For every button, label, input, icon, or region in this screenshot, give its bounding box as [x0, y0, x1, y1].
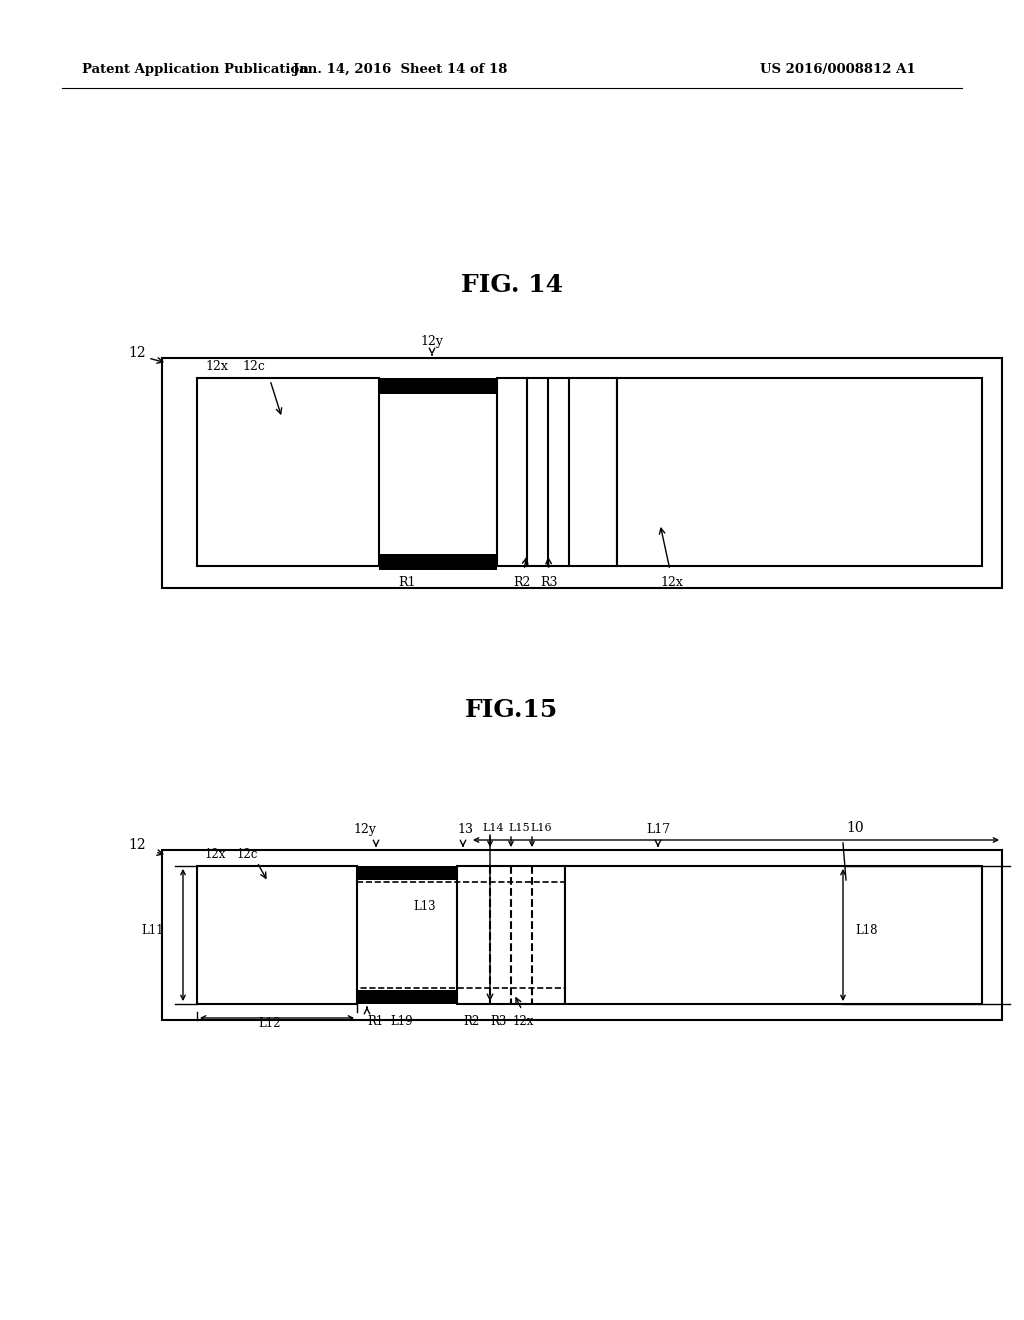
Text: 12c: 12c [242, 360, 265, 374]
Text: Jan. 14, 2016  Sheet 14 of 18: Jan. 14, 2016 Sheet 14 of 18 [293, 63, 507, 77]
Text: L16: L16 [530, 822, 552, 833]
Text: Patent Application Publication: Patent Application Publication [82, 63, 309, 77]
Text: 12: 12 [128, 838, 145, 851]
Text: L18: L18 [855, 924, 878, 936]
Bar [379, 378, 497, 393]
Text: L13: L13 [413, 899, 435, 912]
Bar [565, 866, 982, 1005]
Text: 10: 10 [846, 821, 863, 836]
Bar [497, 378, 617, 566]
Text: 12x: 12x [513, 1015, 535, 1028]
Text: 12x: 12x [205, 360, 228, 374]
Text: L12: L12 [259, 1016, 282, 1030]
Text: R2: R2 [513, 576, 530, 589]
Text: 13: 13 [457, 822, 473, 836]
Text: L14: L14 [482, 822, 504, 833]
Text: FIG. 14: FIG. 14 [461, 273, 563, 297]
Bar [162, 358, 1002, 587]
Text: 12x: 12x [660, 576, 683, 589]
Text: R2: R2 [463, 1015, 479, 1028]
Text: 12: 12 [128, 346, 145, 360]
Text: 12c: 12c [237, 849, 258, 862]
Bar [357, 990, 457, 1005]
Bar [357, 882, 565, 987]
Bar [617, 378, 982, 566]
Text: FIG.15: FIG.15 [465, 698, 559, 722]
Text: R1: R1 [367, 1015, 383, 1028]
Text: L19: L19 [390, 1015, 413, 1028]
Text: L15: L15 [508, 822, 529, 833]
Text: R3: R3 [540, 576, 557, 589]
Text: R1: R1 [398, 576, 416, 589]
Bar [379, 554, 497, 570]
Text: L17: L17 [646, 822, 670, 836]
Bar [357, 866, 457, 880]
Bar [457, 866, 565, 1005]
Text: US 2016/0008812 A1: US 2016/0008812 A1 [760, 63, 915, 77]
Text: R3: R3 [490, 1015, 507, 1028]
Text: 12y: 12y [353, 822, 377, 836]
Text: 12y: 12y [421, 335, 443, 348]
Bar [162, 850, 1002, 1020]
Bar [197, 866, 357, 1005]
Bar [197, 378, 379, 566]
Text: L11: L11 [141, 924, 164, 936]
Text: 12x: 12x [205, 849, 226, 862]
